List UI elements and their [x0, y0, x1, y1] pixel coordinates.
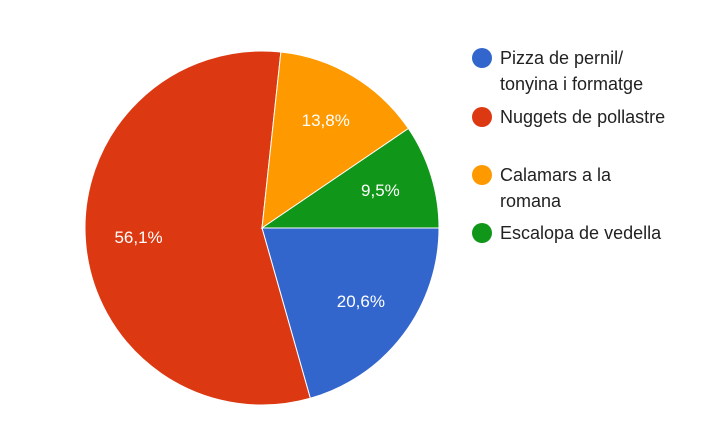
legend-label: Escalopa de vedella: [500, 223, 662, 243]
legend-swatch: [472, 165, 492, 185]
pie-slice: [261, 227, 440, 399]
legend-swatch: [472, 223, 492, 243]
data-label: 9,5%: [361, 181, 400, 200]
pie-slice: [261, 51, 410, 230]
legend-swatch: [472, 107, 492, 127]
data-label: 56,1%: [114, 228, 162, 247]
legend-item: Pizza de pernil/ tonyina i formatge: [472, 45, 672, 97]
legend-item: Calamars a la romana: [472, 162, 672, 214]
legend-swatch: [472, 48, 492, 68]
legend-item: Nuggets de pollastre: [472, 104, 672, 130]
legend-label: Calamars a la romana: [500, 165, 612, 211]
pie-slice: [84, 50, 311, 406]
legend-label: Nuggets de pollastre: [500, 107, 666, 127]
legend-item: Escalopa de vedella: [472, 220, 672, 246]
data-label: 20,6%: [337, 292, 385, 311]
pie-slice: [260, 127, 440, 229]
data-label: 13,8%: [302, 111, 350, 130]
legend-label: Pizza de pernil/ tonyina i formatge: [500, 48, 644, 94]
